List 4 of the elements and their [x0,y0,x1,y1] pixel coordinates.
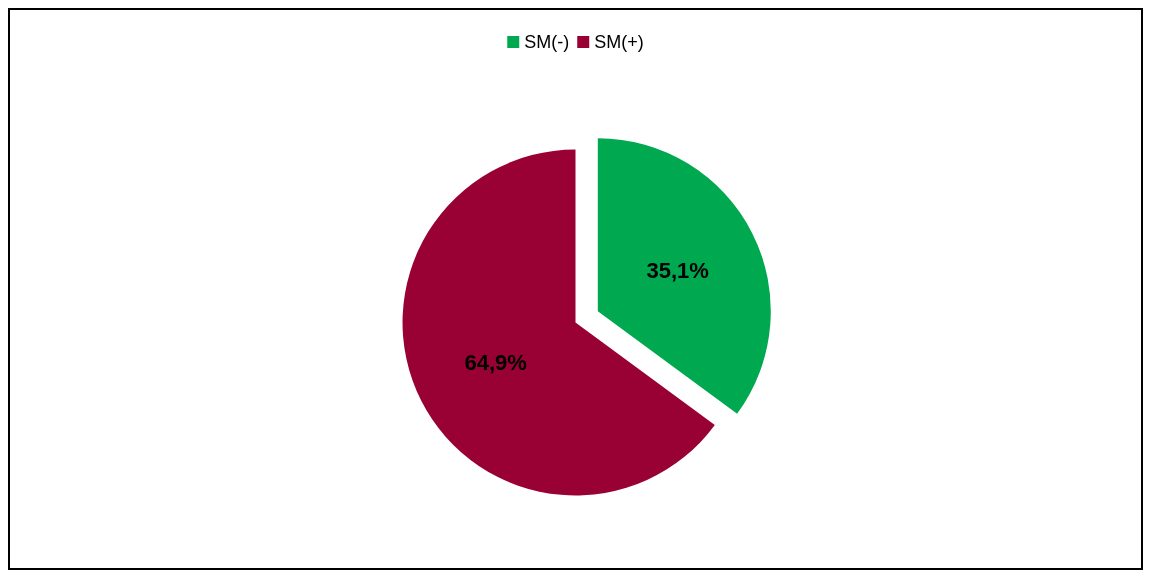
data-label: 35,1% [646,258,709,284]
legend-label: SM(+) [594,32,644,52]
data-label: 64,9% [464,350,527,376]
legend-label: SM(-) [524,32,570,52]
